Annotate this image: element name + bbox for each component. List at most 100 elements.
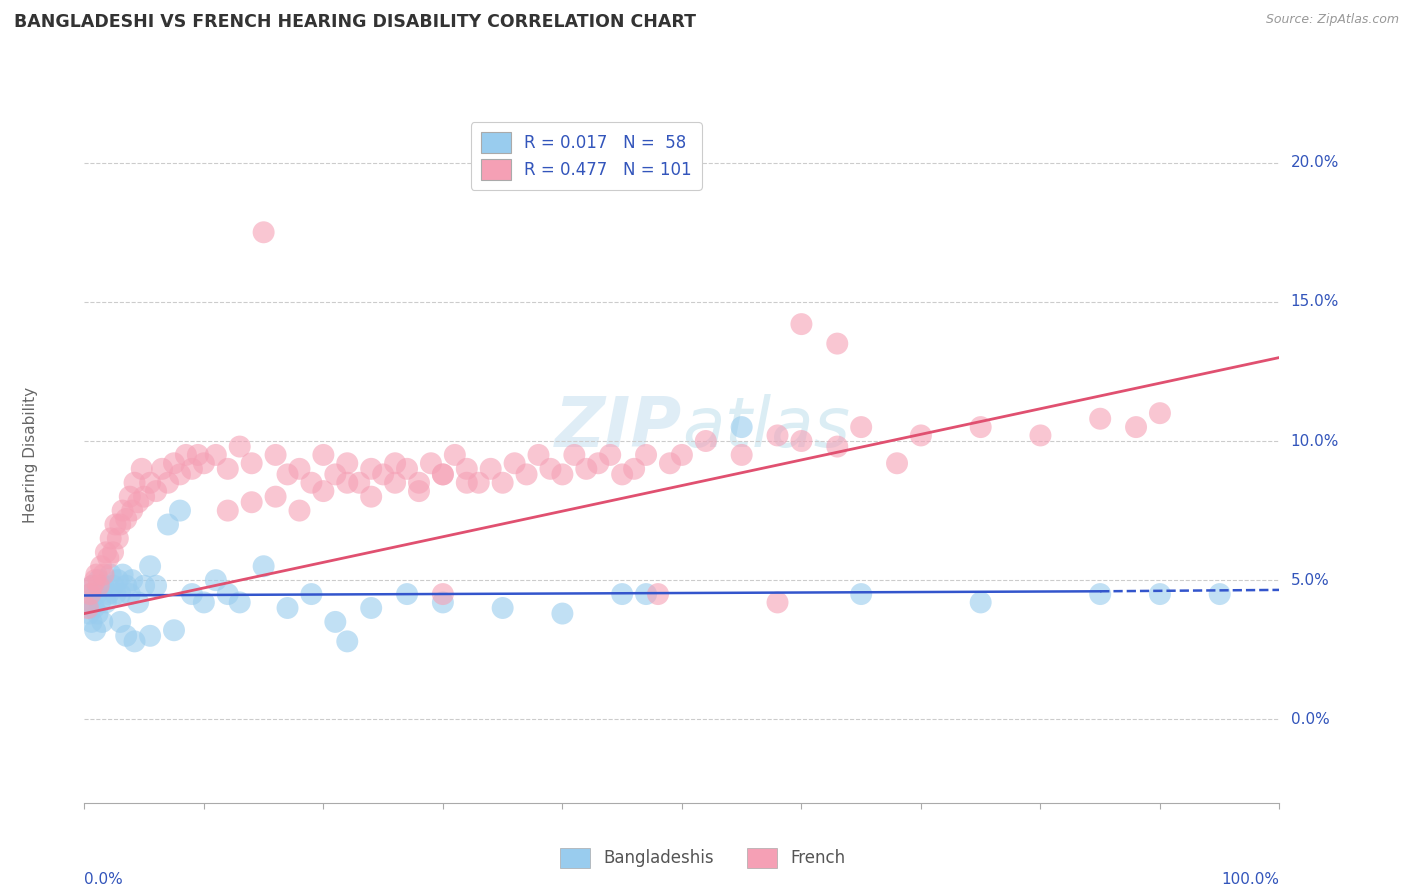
Point xyxy=(1125,420,1147,434)
Point xyxy=(276,601,298,615)
Text: 20.0%: 20.0% xyxy=(1291,155,1339,170)
Point xyxy=(360,462,382,476)
Point xyxy=(312,484,335,499)
Text: 5.0%: 5.0% xyxy=(1291,573,1329,588)
Point xyxy=(97,550,120,565)
Text: BANGLADESHI VS FRENCH HEARING DISABILITY CORRELATION CHART: BANGLADESHI VS FRENCH HEARING DISABILITY… xyxy=(14,13,696,31)
Text: 0.0%: 0.0% xyxy=(1291,712,1329,727)
Point xyxy=(456,462,478,476)
Point xyxy=(169,503,191,517)
Text: atlas: atlas xyxy=(682,393,849,460)
Point xyxy=(93,567,115,582)
Point xyxy=(312,448,335,462)
Point xyxy=(84,573,107,587)
Point xyxy=(180,587,202,601)
Point xyxy=(849,420,872,434)
Point xyxy=(288,503,311,517)
Point xyxy=(228,440,250,454)
Point xyxy=(79,587,101,601)
Point xyxy=(110,587,132,601)
Point xyxy=(77,595,100,609)
Point xyxy=(886,456,908,470)
Point xyxy=(634,448,657,462)
Text: 100.0%: 100.0% xyxy=(1222,872,1279,888)
Point xyxy=(671,448,693,462)
Point xyxy=(127,595,149,609)
Point xyxy=(205,573,228,587)
Point xyxy=(396,587,419,601)
Point xyxy=(80,615,103,629)
Point xyxy=(145,484,167,499)
Point xyxy=(157,475,180,490)
Point xyxy=(115,629,138,643)
Point xyxy=(276,467,298,482)
Point xyxy=(100,532,122,546)
Point xyxy=(193,456,215,470)
Point xyxy=(163,624,186,638)
Point xyxy=(825,336,848,351)
Point xyxy=(371,467,394,482)
Point xyxy=(82,579,104,593)
Point xyxy=(84,567,107,582)
Point xyxy=(169,467,191,482)
Point xyxy=(132,490,156,504)
Point xyxy=(89,595,111,609)
Point xyxy=(150,462,173,476)
Point xyxy=(118,587,141,601)
Point xyxy=(515,467,537,482)
Point xyxy=(538,462,561,476)
Point xyxy=(766,595,789,609)
Point xyxy=(100,567,122,582)
Point xyxy=(107,573,129,587)
Point xyxy=(101,545,124,559)
Point xyxy=(84,587,107,601)
Point xyxy=(174,448,197,462)
Point xyxy=(217,587,239,601)
Point xyxy=(695,434,717,448)
Point xyxy=(1029,428,1052,442)
Point xyxy=(1088,587,1111,601)
Point xyxy=(790,434,813,448)
Point xyxy=(408,475,430,490)
Point xyxy=(77,607,100,621)
Point xyxy=(610,587,633,601)
Point xyxy=(910,428,932,442)
Point xyxy=(432,467,454,482)
Point xyxy=(360,490,382,504)
Point xyxy=(288,462,311,476)
Point xyxy=(384,475,406,490)
Point xyxy=(825,440,848,454)
Text: Hearing Disability: Hearing Disability xyxy=(22,387,38,523)
Point xyxy=(87,579,110,593)
Point xyxy=(163,456,186,470)
Point xyxy=(82,579,104,593)
Point xyxy=(634,587,657,601)
Point xyxy=(139,559,162,574)
Point xyxy=(110,517,132,532)
Point xyxy=(253,559,276,574)
Point xyxy=(240,495,263,509)
Point xyxy=(86,607,108,621)
Point xyxy=(443,448,465,462)
Point xyxy=(1208,587,1230,601)
Point xyxy=(93,579,115,593)
Point xyxy=(115,579,138,593)
Point xyxy=(610,467,633,482)
Point xyxy=(432,587,454,601)
Point xyxy=(91,615,114,629)
Point xyxy=(432,467,454,482)
Point xyxy=(145,579,167,593)
Point xyxy=(492,475,515,490)
Point xyxy=(111,503,134,517)
Point xyxy=(467,475,491,490)
Point xyxy=(264,448,287,462)
Point xyxy=(118,490,141,504)
Point xyxy=(562,448,585,462)
Point xyxy=(79,587,101,601)
Point xyxy=(187,448,209,462)
Point xyxy=(623,462,645,476)
Point xyxy=(658,456,681,470)
Point xyxy=(396,462,419,476)
Point xyxy=(83,601,105,615)
Point xyxy=(1149,587,1171,601)
